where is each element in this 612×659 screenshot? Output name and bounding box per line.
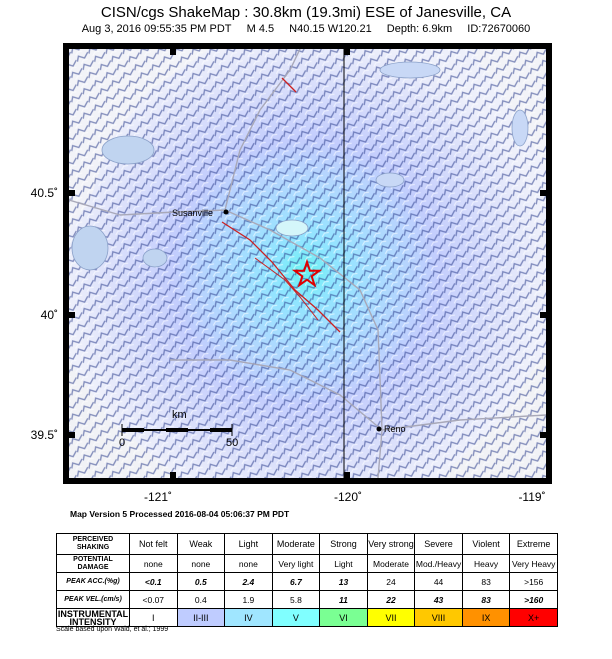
legend-header-shaking: PERCEIVED SHAKING — [56, 533, 130, 555]
legend-cell: Moderate — [271, 533, 321, 555]
event-magnitude: M 4.5 — [246, 23, 275, 35]
scale-tick-50: 50 — [226, 437, 238, 449]
legend-cell: Heavy — [461, 554, 511, 573]
fault-line — [254, 257, 319, 321]
legend-cell: Very light — [271, 554, 321, 573]
scale-note: Scale based upon Wald, et al.; 1999 — [56, 626, 169, 633]
legend-cell: 43 — [414, 590, 463, 609]
legend-row-damage: POTENTIAL DAMAGE none none none Very lig… — [56, 554, 558, 573]
legend-header-damage: POTENTIAL DAMAGE — [56, 554, 130, 573]
legend-cell: Severe — [414, 533, 463, 555]
legend-cell: >156 — [509, 572, 558, 591]
legend-cell: 83 — [461, 590, 511, 609]
intensity-cell: V — [271, 608, 321, 627]
fault-line — [221, 221, 341, 333]
reno-label: Reno — [384, 424, 406, 434]
epicenter-star-icon — [291, 258, 323, 288]
event-depth: Depth: 6.9km — [386, 23, 453, 35]
legend-cell: none — [224, 554, 273, 573]
legend-row-peak-vel: PEAK VEL.(cm/s) <0.07 0.4 1.9 5.8 11 22 … — [56, 590, 558, 609]
event-location: N40.15 W120.21 — [289, 23, 372, 35]
legend-cell: Violent — [461, 533, 511, 555]
legend-cell: Light — [319, 554, 368, 573]
legend-cell: Extreme — [509, 533, 558, 555]
highway-line — [69, 199, 121, 216]
legend-cell: 24 — [366, 572, 416, 591]
legend-cell: >160 — [509, 590, 558, 609]
legend-cell: 83 — [461, 572, 511, 591]
legend-cell: Strong — [319, 533, 368, 555]
legend-cell: Weak — [176, 533, 226, 555]
map-version-text: Map Version 5 Processed 2016-08-04 05:06… — [70, 509, 290, 519]
legend-cell: 6.7 — [271, 572, 321, 591]
event-id: ID:72670060 — [467, 23, 531, 35]
legend-cell: Moderate — [366, 554, 416, 573]
highway-line — [381, 414, 546, 431]
shakemap-figure: Susanville Reno km 0 50 — [63, 43, 552, 484]
legend-cell: Very Heavy — [509, 554, 558, 573]
legend-row-shaking: PERCEIVED SHAKING Not felt Weak Light Mo… — [56, 533, 558, 555]
intensity-cell: IX — [461, 608, 511, 627]
scale-tick-0: 0 — [119, 437, 125, 449]
legend-cell: Mod./Heavy — [414, 554, 463, 573]
legend-cell: 44 — [414, 572, 463, 591]
legend-header-peak-vel: PEAK VEL.(cm/s) — [56, 590, 130, 609]
legend-header-peak-acc: PEAK ACC.(%g) — [56, 572, 130, 591]
intensity-cell: II-III — [176, 608, 226, 627]
highway-line — [224, 49, 301, 211]
legend-cell: <0.1 — [129, 572, 178, 591]
legend-cell: Light — [224, 533, 273, 555]
legend-cell: Very strong — [366, 533, 416, 555]
intensity-cell: VII — [366, 608, 416, 627]
lon-label-121: -121˚ — [143, 490, 172, 504]
legend-row-intensity: INSTRUMENTAL INTENSITY I II-III IV V VI … — [56, 608, 558, 627]
legend-cell: 2.4 — [224, 572, 273, 591]
intensity-cell: VIII — [414, 608, 463, 627]
lon-label-119: -119˚ — [518, 490, 546, 504]
legend-cell: 0.4 — [176, 590, 226, 609]
intensity-cell: I — [129, 608, 178, 627]
intensity-cell: X+ — [509, 608, 558, 627]
map-title: CISN/cgs ShakeMap : 30.8km (19.3mi) ESE … — [100, 4, 512, 21]
legend-cell: 22 — [366, 590, 416, 609]
scale-unit: km — [172, 409, 187, 421]
frame-ticks — [63, 43, 552, 484]
legend-cell: 11 — [319, 590, 368, 609]
legend-cell: none — [176, 554, 226, 573]
intensity-cell: IV — [224, 608, 273, 627]
legend-header-intensity: INSTRUMENTAL INTENSITY — [56, 608, 130, 627]
lon-label-120: -120˚ — [333, 490, 362, 504]
lat-label-40: 40˚ — [40, 308, 58, 322]
reno-marker — [376, 426, 382, 432]
highway-line — [119, 209, 383, 478]
intensity-legend: PERCEIVED SHAKING Not felt Weak Light Mo… — [56, 533, 558, 627]
susanville-marker — [223, 209, 229, 215]
legend-cell: none — [129, 554, 178, 573]
lat-label-40-5: 40.5˚ — [30, 186, 58, 200]
event-details: Aug 3, 2016 09:55:35 PM PDT M 4.5 N40.15… — [0, 23, 612, 35]
legend-row-peak-acc: PEAK ACC.(%g) <0.1 0.5 2.4 6.7 13 24 44 … — [56, 572, 558, 591]
legend-cell: 0.5 — [176, 572, 226, 591]
intensity-cell: VI — [319, 608, 368, 627]
highway-line — [170, 359, 383, 431]
legend-cell: Not felt — [129, 533, 178, 555]
susanville-label: Susanville — [172, 208, 213, 218]
legend-cell: <0.07 — [129, 590, 178, 609]
legend-cell: 13 — [319, 572, 368, 591]
lat-label-39-5: 39.5˚ — [30, 428, 58, 442]
legend-cell: 1.9 — [224, 590, 273, 609]
event-date: Aug 3, 2016 09:55:35 PM PDT — [81, 23, 232, 35]
legend-cell: 5.8 — [271, 590, 321, 609]
map-area: Susanville Reno km 0 50 — [69, 49, 546, 478]
fault-line — [281, 77, 297, 93]
